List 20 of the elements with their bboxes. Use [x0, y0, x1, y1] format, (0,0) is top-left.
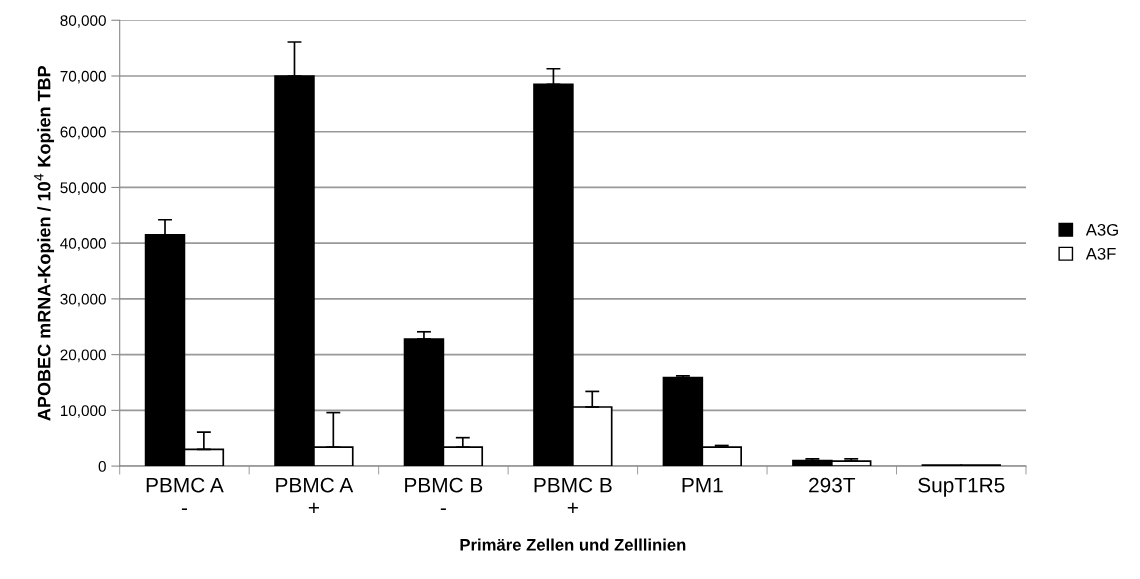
x-tick-label: PBMC B + [534, 477, 612, 513]
y-tick-label: 60,000 [60, 126, 106, 140]
x-axis-title: Primäre Zellen und Zelllinien [460, 538, 686, 551]
x-tick-label: PM1 [682, 477, 723, 493]
x-tick-label: SupT1R5 [918, 477, 1005, 497]
y-tick-label: 20,000 [60, 349, 106, 363]
legend-label: A3F [1085, 247, 1116, 260]
y-tick-label: 70,000 [60, 70, 106, 84]
y-tick-label: 30,000 [60, 293, 106, 307]
y-axis-title: APOBEC mRNA-Kopien / 10$^{4}$ Kopien TBP [34, 65, 55, 421]
y-tick-label: 10,000 [60, 405, 106, 418]
legend-label: A3G [1085, 223, 1118, 236]
y-tick-label: 40,000 [60, 238, 106, 251]
y-tick-label: 50,000 [60, 182, 106, 195]
x-tick-label: PBMC A + [276, 477, 354, 513]
x-tick-label: PBMC A - [146, 477, 224, 511]
x-tick-label: PBMC B - [405, 477, 483, 511]
y-tick-label: 80,000 [60, 15, 106, 28]
x-tick-label: 293T [809, 477, 856, 493]
y-tick-label: 0 [98, 460, 106, 472]
